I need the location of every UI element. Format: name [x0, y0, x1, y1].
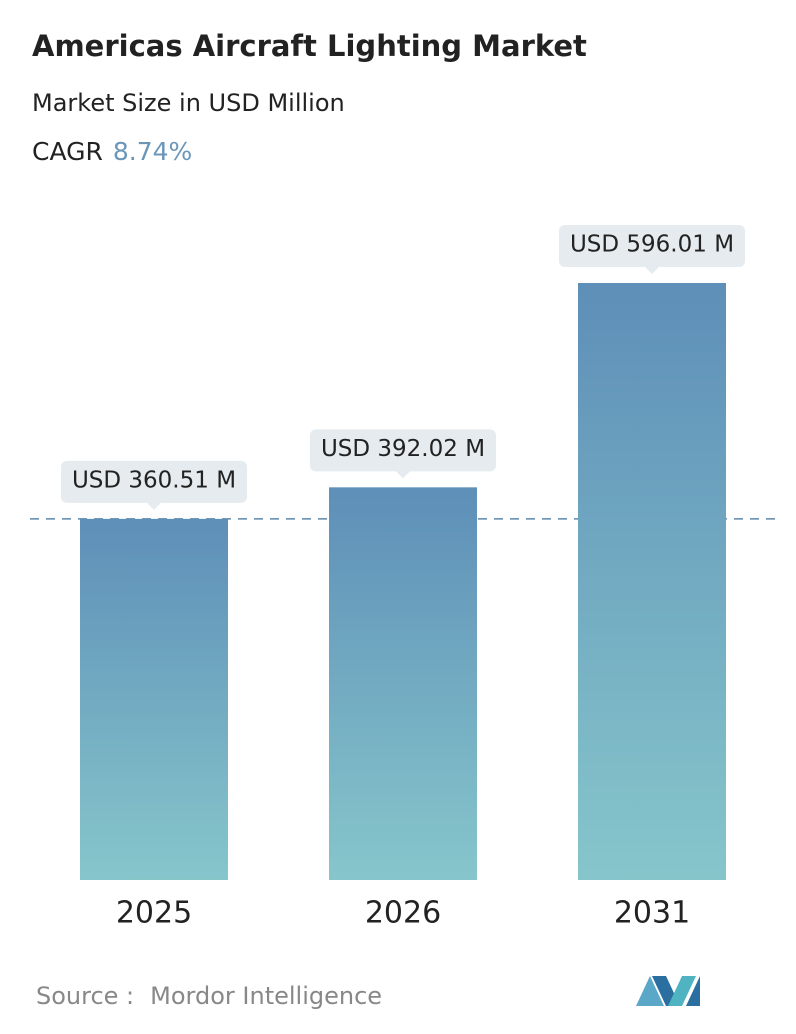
label-pointer [395, 470, 411, 479]
label-pointer [644, 266, 660, 274]
bar [80, 518, 228, 880]
logo [636, 976, 700, 1006]
label-bg [309, 429, 497, 472]
bar [329, 487, 477, 880]
value-label-box: USD 392.02 M [309, 429, 497, 479]
source-label: Source : [36, 982, 134, 1010]
bar [578, 283, 726, 880]
source: Mordor Intelligence [150, 982, 382, 1010]
label-bg [60, 460, 248, 503]
value-label: USD 392.02 M [321, 436, 485, 462]
label-bg [558, 225, 746, 267]
x-tick-label: 2026 [365, 896, 441, 931]
x-tick-label: 2025 [116, 896, 192, 931]
value-label-box: USD 596.01 M [558, 225, 746, 274]
cagr-value: 8.74% [113, 137, 192, 166]
x-tick-label: 2031 [614, 896, 690, 931]
chart-subtitle: Market Size in USD Million [32, 89, 345, 117]
cagr-label: CAGR [32, 137, 103, 166]
value-label: USD 596.01 M [570, 232, 734, 258]
chart-title: Americas Aircraft Lighting Market [32, 29, 587, 63]
value-label: USD 360.51 M [72, 467, 236, 493]
value-label-box: USD 360.51 M [60, 460, 248, 510]
label-pointer [146, 501, 162, 510]
